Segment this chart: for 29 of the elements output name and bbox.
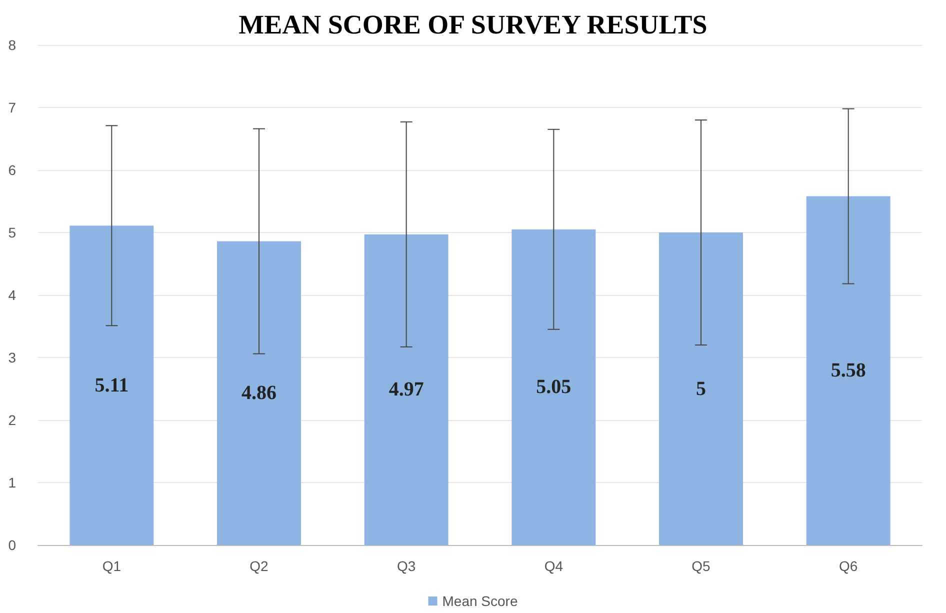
- x-tick-label: Q1: [102, 558, 122, 574]
- y-tick-label: 3: [8, 350, 16, 366]
- y-tick-label: 2: [8, 412, 16, 428]
- data-label: 4.97: [388, 378, 424, 401]
- bar: [806, 196, 890, 545]
- data-label: 5.11: [94, 374, 129, 396]
- bar: [364, 234, 448, 545]
- y-tick-label: 6: [8, 162, 16, 178]
- bar: [512, 229, 596, 545]
- y-tick-label: 0: [8, 537, 16, 553]
- bar: [659, 232, 743, 545]
- data-label: 5.05: [536, 376, 572, 398]
- data-label: 4.86: [242, 382, 276, 404]
- x-tick-label: Q6: [838, 558, 858, 574]
- legend-label: Mean Score: [442, 593, 518, 609]
- chart-title: MEAN SCORE OF SURVEY RESULTS: [238, 10, 708, 40]
- y-tick-label: 7: [8, 100, 16, 116]
- y-tick-label: 5: [8, 224, 16, 240]
- x-tick-label: Q5: [692, 558, 711, 574]
- x-tick-label: Q4: [544, 558, 564, 574]
- y-tick-label: 8: [8, 37, 16, 53]
- y-tick-label: 4: [8, 287, 16, 303]
- data-label: 5: [696, 378, 706, 400]
- bar: [70, 226, 154, 545]
- y-tick-label: 1: [8, 474, 16, 490]
- data-label: 5.58: [830, 360, 866, 382]
- x-tick-label: Q3: [396, 558, 416, 574]
- x-tick-label: Q2: [250, 558, 269, 574]
- bar: [217, 241, 301, 545]
